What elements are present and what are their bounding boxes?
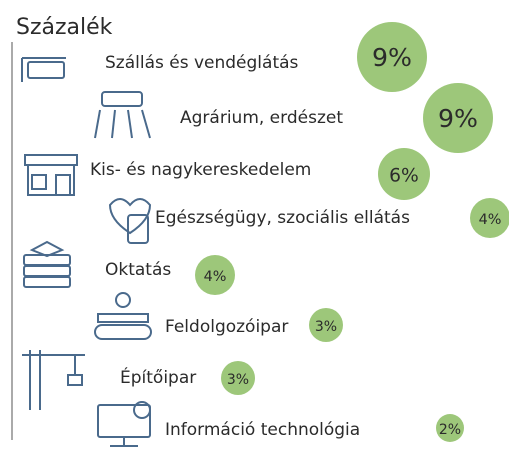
bubble	[195, 255, 235, 295]
value-label: 6%	[389, 166, 419, 187]
bubble	[357, 22, 427, 92]
category-label: Agrárium, erdészet	[180, 108, 343, 128]
category-label: Oktatás	[105, 260, 171, 280]
category-label: Információ technológia	[165, 420, 360, 440]
category-label: Egészségügy, szociális ellátás	[155, 208, 410, 228]
category-label: Szállás és vendéglátás	[105, 53, 299, 73]
bubble	[378, 148, 430, 200]
value-label: 9%	[372, 43, 412, 72]
value-label: 4%	[204, 269, 227, 285]
value-label: 9%	[438, 104, 478, 133]
bubble	[423, 83, 493, 153]
bubble	[470, 198, 509, 238]
bubble	[221, 361, 255, 395]
value-label: 4%	[479, 212, 502, 228]
bubble	[436, 414, 464, 442]
value-label: 3%	[227, 372, 249, 388]
value-label: 3%	[315, 319, 337, 335]
icons	[21, 57, 152, 447]
category-label: Építőipar	[120, 366, 196, 388]
chart-title: Százalék	[16, 15, 113, 40]
bubble	[309, 308, 343, 342]
category-label: Kis- és nagykereskedelem	[90, 160, 311, 180]
category-label: Feldolgozóipar	[165, 317, 288, 337]
value-label: 2%	[439, 422, 461, 438]
